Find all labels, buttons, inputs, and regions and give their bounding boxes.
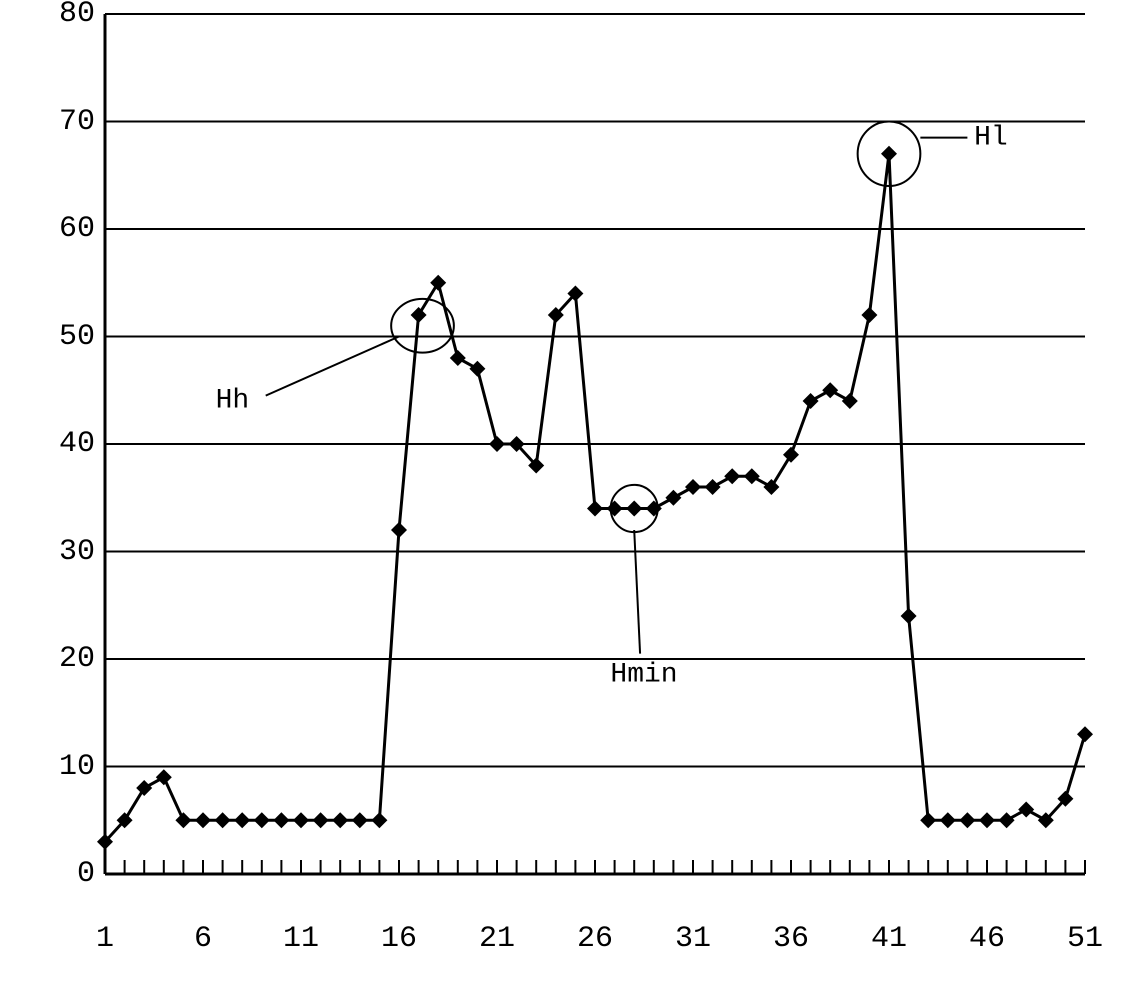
y-tick-label: 20 [35,642,95,676]
y-tick-label: 50 [35,320,95,354]
x-tick-label: 16 [381,922,417,956]
y-tick-label: 80 [35,0,95,31]
chart-background [0,0,1124,990]
x-tick-label: 46 [969,922,1005,956]
x-tick-label: 31 [675,922,711,956]
y-tick-label: 0 [35,857,95,891]
x-tick-label: 36 [773,922,809,956]
x-tick-label: 21 [479,922,515,956]
chart-svg [0,0,1124,990]
x-tick-label: 41 [871,922,907,956]
y-tick-label: 40 [35,427,95,461]
chart-container: 0102030405060708016111621263136414651HhH… [0,0,1124,990]
x-tick-label: 11 [283,922,319,956]
y-tick-label: 10 [35,750,95,784]
annotation-label-Hh: Hh [216,386,250,417]
annotation-label-Hl: Hl [974,122,1008,153]
y-tick-label: 70 [35,105,95,139]
x-tick-label: 51 [1067,922,1103,956]
x-tick-label: 6 [194,922,212,956]
x-tick-label: 26 [577,922,613,956]
y-tick-label: 60 [35,212,95,246]
y-tick-label: 30 [35,535,95,569]
annotation-label-Hmin: Hmin [610,660,677,691]
x-tick-label: 1 [96,922,114,956]
